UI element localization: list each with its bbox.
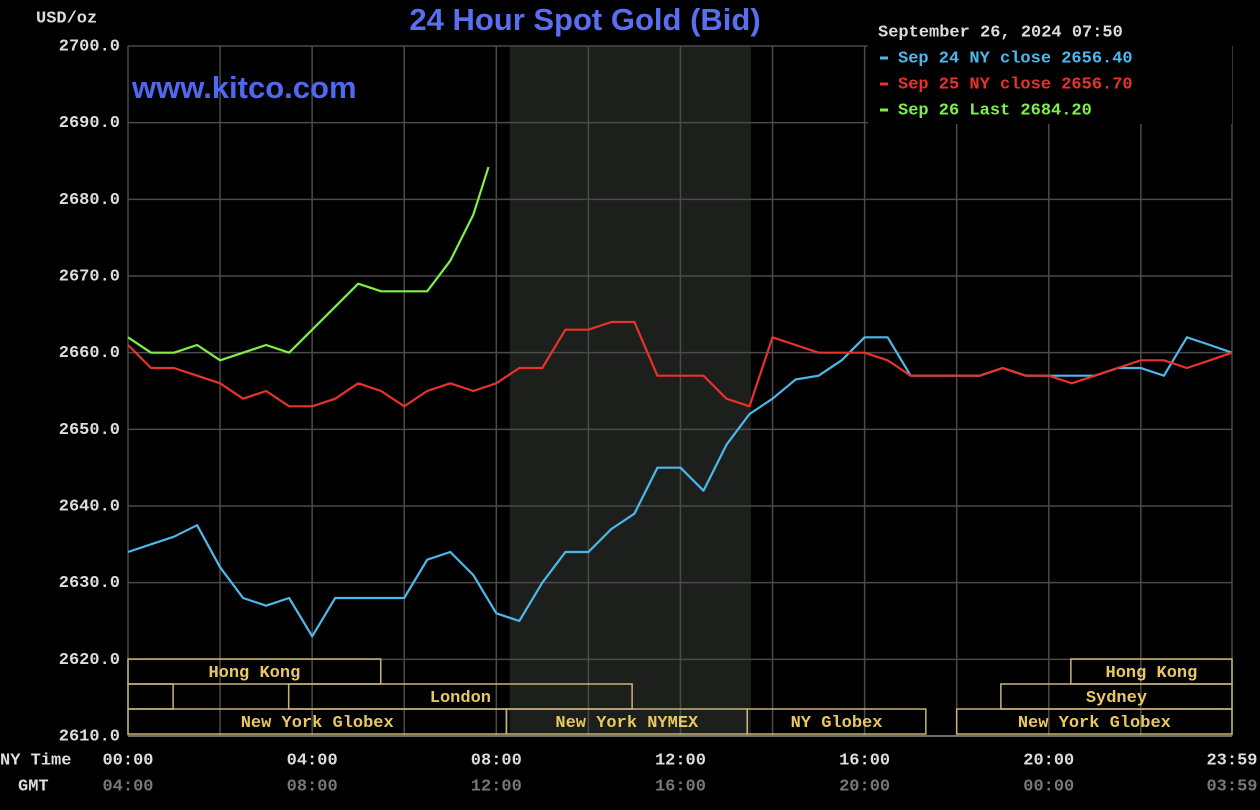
legend-entry: Sep 26 Last 2684.20 [898, 101, 1092, 120]
legend-box [868, 20, 1232, 124]
series-line [127, 166, 490, 362]
session-label: London [430, 689, 491, 708]
timestamp: September 26, 2024 07:50 [878, 23, 1123, 42]
y-tick-label: 2700.0 [59, 37, 120, 56]
x-tick-label: 23:59 [1206, 751, 1257, 770]
y-tick-label: 2670.0 [59, 267, 120, 286]
session-label: New York Globex [241, 714, 394, 733]
session-box [127, 658, 382, 685]
x-tick-label: 12:00 [655, 751, 706, 770]
session-label: Hong Kong [208, 664, 300, 683]
y-tick-label: 2610.0 [59, 727, 120, 746]
session-box [955, 708, 1233, 735]
y-tick-label: 2630.0 [59, 574, 120, 593]
session-label: NY Globex [791, 714, 883, 733]
y-tick-label: 2620.0 [59, 651, 120, 670]
gmt-tick-label: 20:00 [839, 777, 890, 796]
x-axis-label: GMT [18, 777, 49, 796]
y-tick-label: 2680.0 [59, 191, 120, 210]
gmt-tick-label: 08:00 [287, 777, 338, 796]
gmt-tick-label: 03:59 [1206, 777, 1257, 796]
series-line [127, 320, 1233, 408]
x-tick-label: 04:00 [287, 751, 338, 770]
y-unit-label: USD/oz [36, 9, 97, 28]
session-label: New York NYMEX [555, 714, 699, 733]
session-label: Hong Kong [1106, 664, 1198, 683]
gmt-tick-label: 12:00 [471, 777, 522, 796]
x-tick-label: 20:00 [1023, 751, 1074, 770]
legend-entry: Sep 24 NY close 2656.40 [898, 49, 1133, 68]
x-tick-label: 16:00 [839, 751, 890, 770]
background-layer [127, 45, 1233, 737]
session-box [127, 683, 174, 710]
y-tick-label: 2660.0 [59, 344, 120, 363]
x-tick-label: 08:00 [471, 751, 522, 770]
session-box [746, 708, 927, 735]
gmt-tick-label: 00:00 [1023, 777, 1074, 796]
chart-title: 24 Hour Spot Gold (Bid) [409, 2, 760, 37]
session-label: New York Globex [1018, 714, 1171, 733]
gmt-tick-label: 04:00 [102, 777, 153, 796]
y-tick-label: 2690.0 [59, 114, 120, 133]
y-tick-label: 2640.0 [59, 497, 120, 516]
session-label: Sydney [1086, 689, 1147, 708]
x-axis-label: NY Time [0, 751, 71, 770]
shaded-session [509, 46, 751, 736]
gmt-tick-label: 16:00 [655, 777, 706, 796]
watermark: www.kitco.com [131, 70, 357, 105]
legend-entry: Sep 25 NY close 2656.70 [898, 75, 1133, 94]
y-tick-label: 2650.0 [59, 421, 120, 440]
x-tick-label: 00:00 [102, 751, 153, 770]
